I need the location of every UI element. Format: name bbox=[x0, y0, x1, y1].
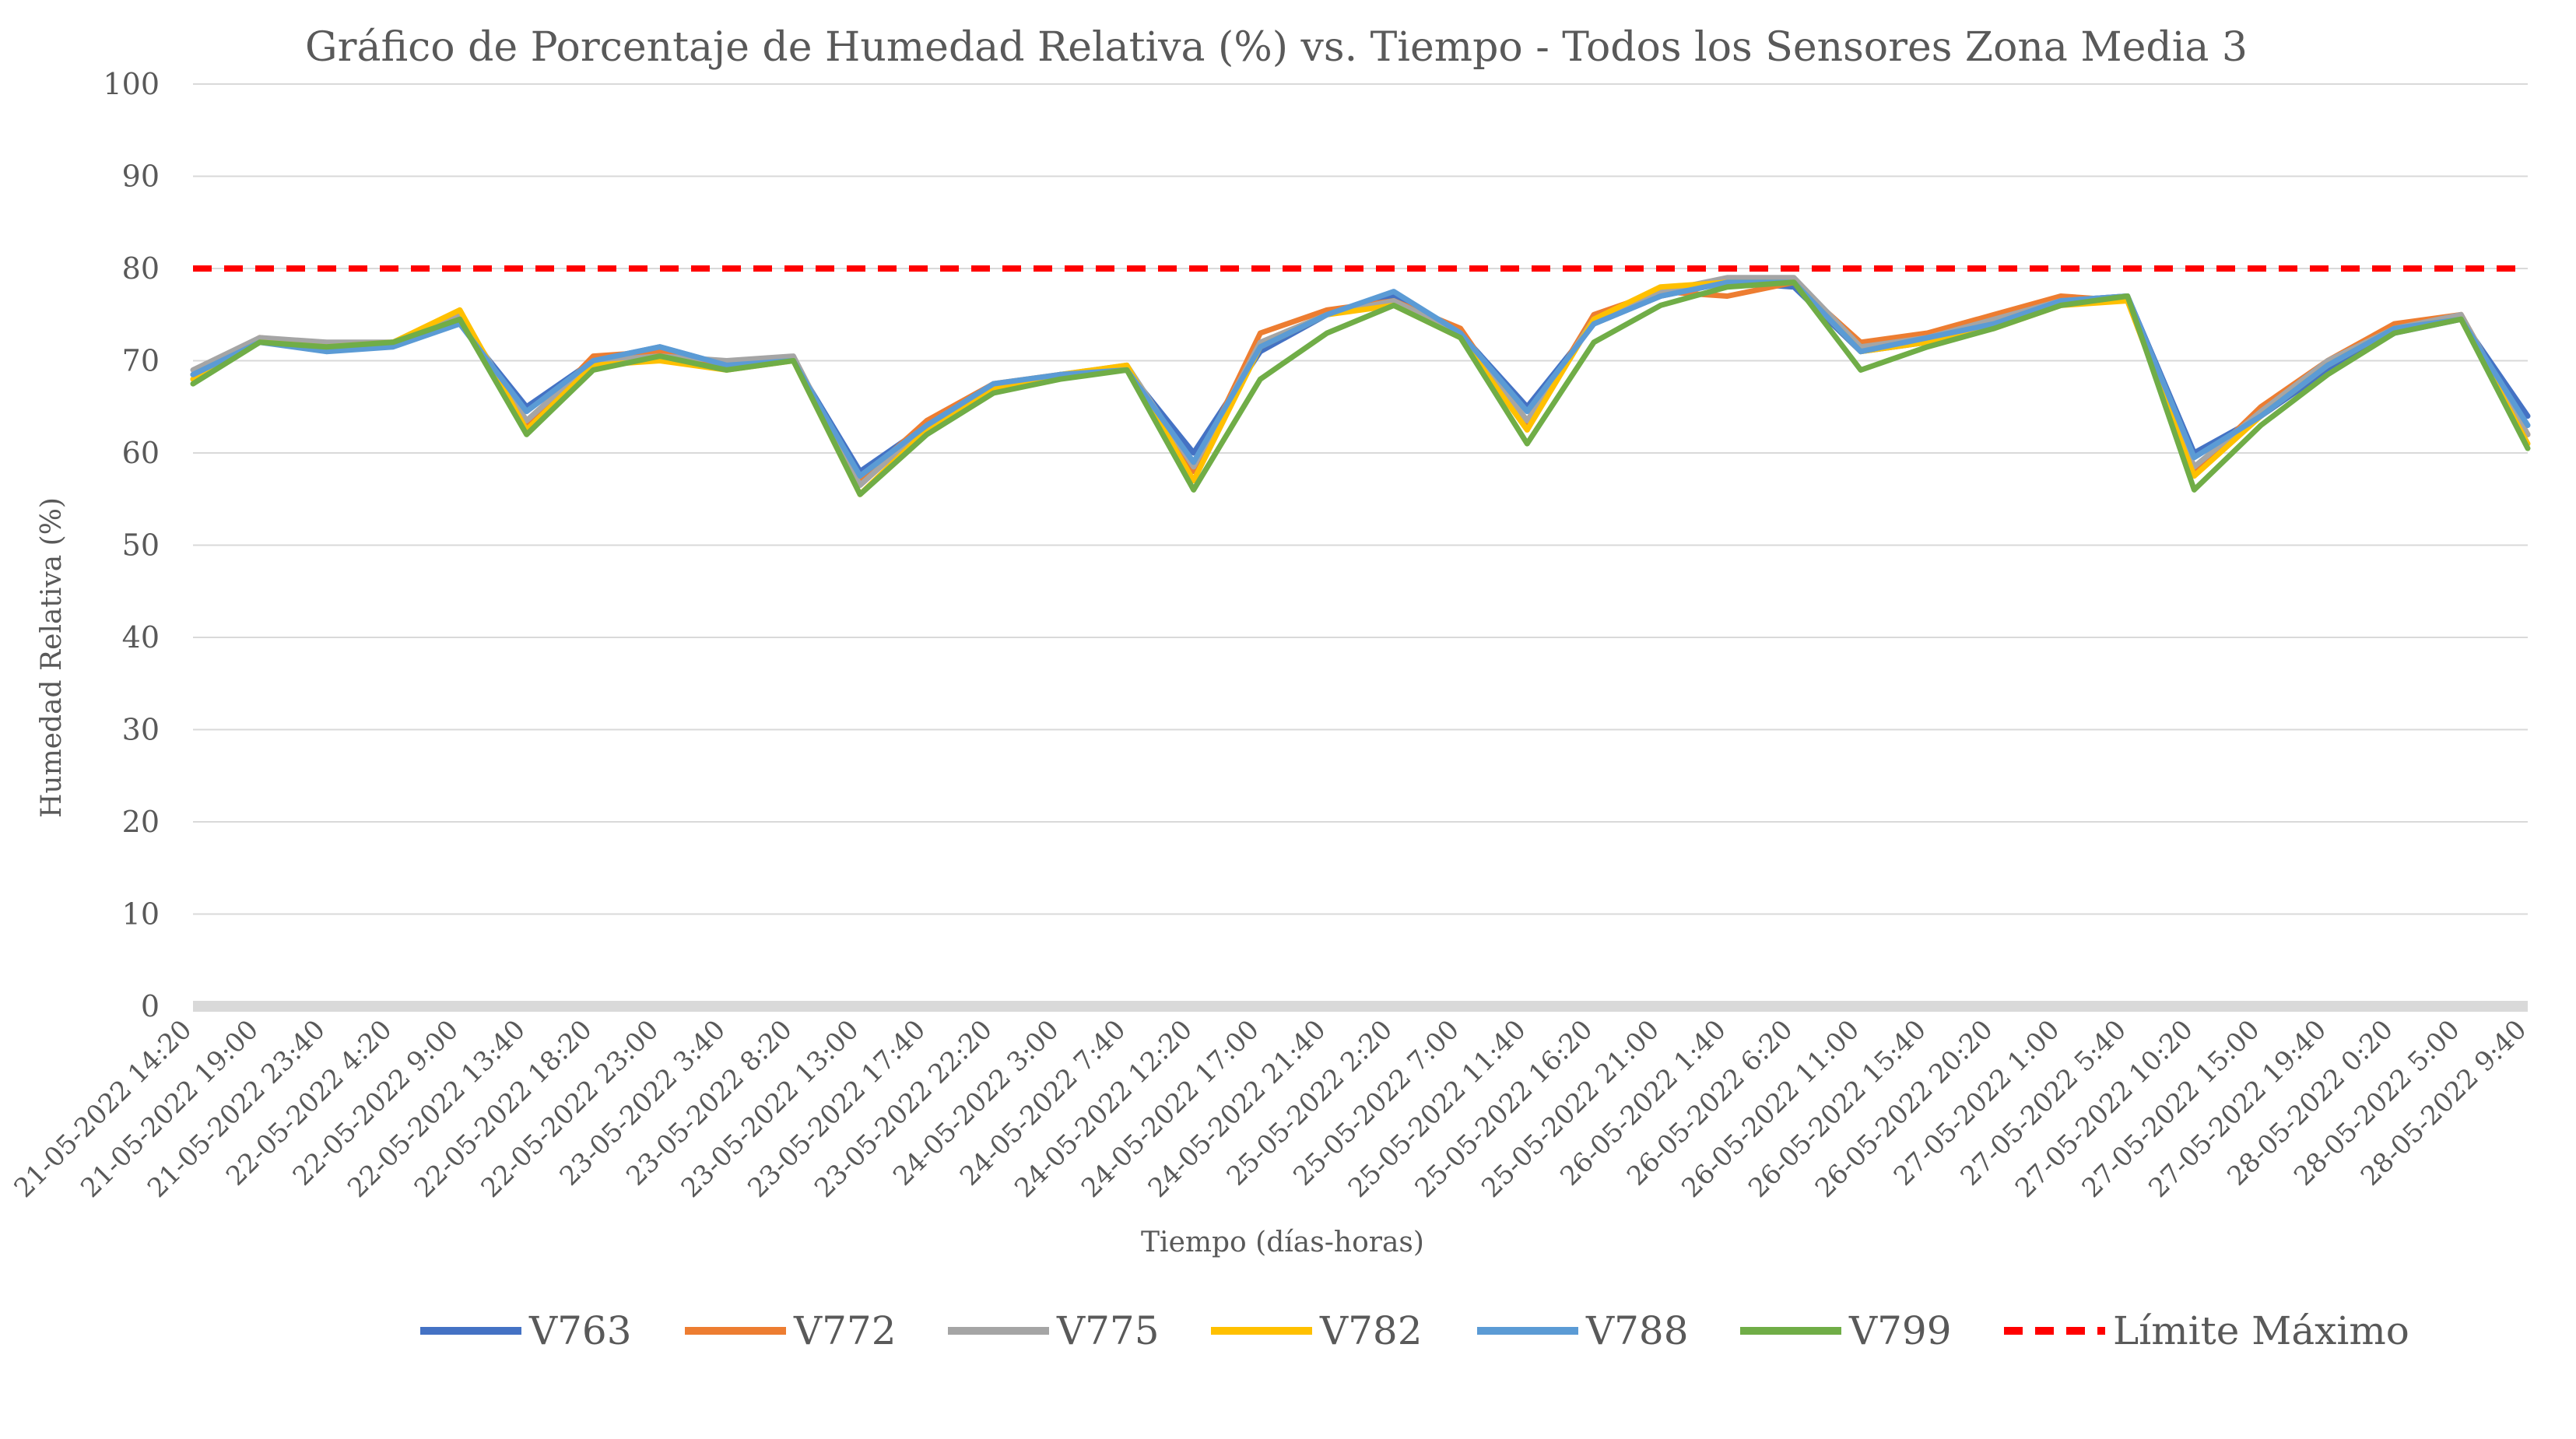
legend-label: V775 bbox=[1056, 1308, 1160, 1353]
y-tick-label: 0 bbox=[141, 989, 160, 1023]
y-axis-ticks: 0 10 20 30 40 50 60 70 80 90 100 bbox=[103, 67, 160, 1023]
y-tick-label: 90 bbox=[122, 160, 160, 194]
series-lines bbox=[190, 265, 2531, 497]
legend-label: V772 bbox=[793, 1308, 897, 1353]
chart-title: Gráfico de Porcentaje de Humedad Relativ… bbox=[305, 24, 2248, 71]
legend-label: V782 bbox=[1319, 1308, 1423, 1353]
x-axis-label: Tiempo (días-horas) bbox=[1141, 1227, 1424, 1258]
y-axis-label: Humedad Relativa (%) bbox=[36, 497, 68, 818]
y-tick-label: 20 bbox=[122, 805, 160, 839]
y-tick-label: 80 bbox=[122, 251, 160, 286]
legend-label: V799 bbox=[1848, 1308, 1952, 1353]
legend-label: V763 bbox=[528, 1308, 632, 1353]
gridlines bbox=[193, 83, 2528, 1012]
y-tick-label: 60 bbox=[122, 436, 160, 470]
legend: V763 V772 V775 V782 V788 V799 Límite Máximo bbox=[420, 1308, 2409, 1353]
y-tick-label: 30 bbox=[122, 713, 160, 747]
legend-label: Límite Máximo bbox=[2113, 1308, 2409, 1353]
y-tick-label: 40 bbox=[122, 620, 160, 655]
legend-label: V788 bbox=[1585, 1308, 1689, 1353]
y-tick-label: 50 bbox=[122, 528, 160, 563]
series-line-v799 bbox=[190, 279, 2531, 497]
series-line-v782 bbox=[190, 279, 2531, 497]
y-tick-label: 10 bbox=[122, 897, 160, 932]
y-tick-label: 70 bbox=[122, 344, 160, 378]
y-tick-label: 100 bbox=[103, 67, 160, 101]
